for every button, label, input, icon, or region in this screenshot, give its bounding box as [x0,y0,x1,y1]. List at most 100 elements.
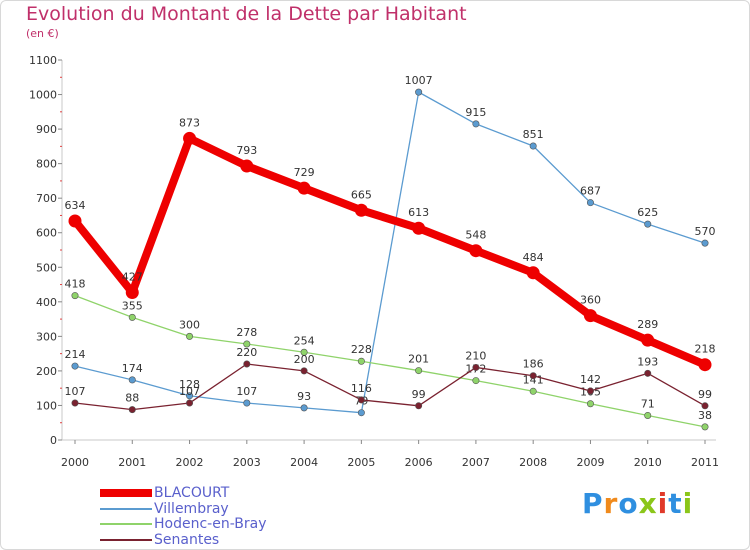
logo-letter: r [603,487,619,520]
data-point [240,159,254,173]
data-point [472,120,480,128]
data-label: 174 [122,362,143,375]
y-tick-label: 700 [36,192,57,205]
legend-item: Senantes [100,532,219,548]
data-label: 107 [236,385,257,398]
data-point [125,285,139,299]
data-point [415,402,423,410]
series-hodenc-en-bray: 4183553002782542282011721411057138 [65,278,712,431]
data-point [472,363,480,371]
data-point [641,333,655,347]
data-label: 289 [637,318,658,331]
y-tick-label: 0 [50,434,57,447]
data-label: 116 [351,382,372,395]
data-label: 99 [412,388,426,401]
data-label: 214 [65,348,86,361]
data-label: 625 [637,206,658,219]
data-point [71,362,79,370]
legend-swatch [100,523,152,525]
y-tick-label: 200 [36,365,57,378]
data-label: 218 [695,343,716,356]
data-label: 88 [125,392,139,405]
data-point [128,313,136,321]
x-tick-label: 2010 [634,456,662,469]
data-point [701,402,709,410]
data-label: 210 [465,349,486,362]
y-tick-label: 1000 [29,89,57,102]
logo-letter: i [657,487,669,520]
x-tick-label: 2006 [405,456,433,469]
data-label: 107 [65,385,86,398]
legend-item: BLACOURT [100,485,229,501]
legend-item: Villembray [100,501,229,517]
logo-letter: P [582,487,604,520]
series-line [71,134,709,369]
x-tick-label: 2011 [691,456,719,469]
data-label: 200 [294,353,315,366]
series-villembray: 21417412810793791007915851687625570 [65,74,716,417]
y-tick-label: 100 [36,399,57,412]
x-tick-label: 2002 [176,456,204,469]
y-tick-label: 1100 [29,54,57,67]
x-tick-label: 2001 [118,456,146,469]
data-label: 193 [637,355,658,368]
data-point [186,332,194,340]
data-point [357,357,365,365]
proxiti-logo: Proxiti [582,487,693,520]
logo-letter: o [618,487,639,520]
data-point [412,221,426,235]
data-point [71,399,79,407]
data-label: 915 [465,106,486,119]
data-label: 71 [641,397,655,410]
legend-item: Hodenc-en-Bray [100,516,266,532]
legend-label: Villembray [154,500,229,517]
data-label: 851 [523,128,544,141]
data-label: 873 [179,116,200,129]
data-label: 729 [294,166,315,179]
data-point [469,244,483,258]
x-tick-label: 2009 [576,456,604,469]
y-tick-label: 900 [36,123,57,136]
x-tick-label: 2005 [347,456,375,469]
data-point [128,406,136,414]
data-point [644,369,652,377]
series-line [74,91,706,414]
series-senantes: 107 88 107 220 200 116 99 210 186 142 193 99 [65,346,712,414]
y-tick-label: 600 [36,227,57,240]
data-point [586,387,594,395]
data-point [701,239,709,247]
x-tick-label: 2008 [519,456,547,469]
logo-letter: x [638,487,658,520]
data-point [68,214,82,228]
series-line [74,363,706,411]
legend-label: BLACOURT [154,485,230,501]
data-label: 278 [236,326,257,339]
data-label: 484 [523,251,544,264]
legend-swatch [100,538,152,541]
data-point [183,131,197,145]
data-point [297,181,311,195]
data-point [526,266,540,280]
x-tick-label: 2003 [233,456,261,469]
series-line [74,294,706,428]
logo-letter: i [682,487,694,520]
data-point [586,199,594,207]
data-label: 665 [351,188,372,201]
y-tick-label: 400 [36,296,57,309]
data-point [243,340,251,348]
data-point [128,376,136,384]
x-tick-label: 2004 [290,456,318,469]
y-tick-label: 300 [36,330,57,343]
data-point [701,423,709,431]
data-point [300,367,308,375]
data-point [357,409,365,417]
logo-letter: t [668,487,683,520]
legend-label: Senantes [154,531,220,548]
data-point [415,367,423,375]
legend-swatch [100,507,152,510]
data-label: 687 [580,185,601,198]
data-point [186,392,194,400]
data-label: 548 [465,229,486,242]
data-point [300,348,308,356]
